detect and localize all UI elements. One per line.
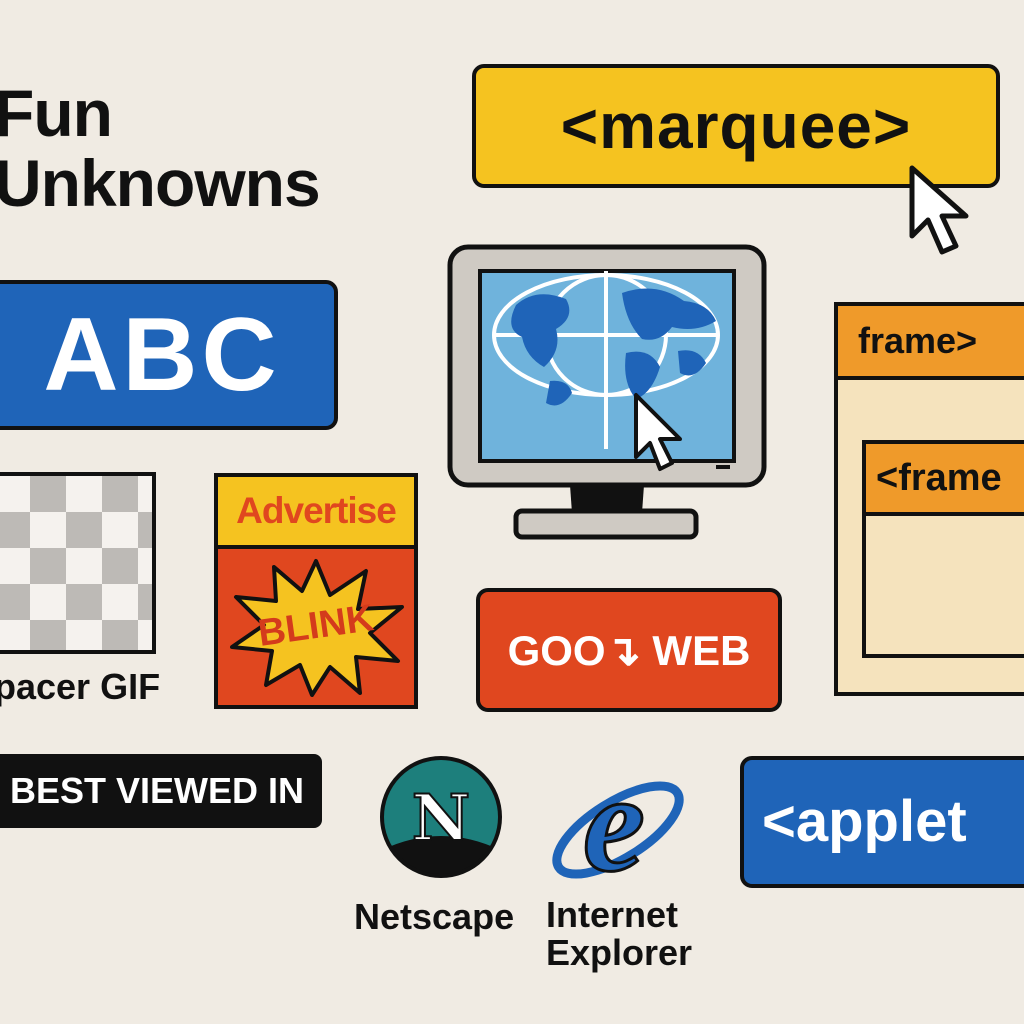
- title-line-1: Fun: [0, 76, 113, 150]
- monitor-icon: [446, 243, 768, 543]
- frameset-inner: <frame: [862, 440, 1024, 658]
- internet-explorer-logo[interactable]: e: [544, 752, 694, 902]
- best-viewed-label: BEST VIEWED IN: [9, 770, 305, 811]
- ie-label-line-1: Internet: [546, 894, 679, 935]
- advertise-banner[interactable]: Advertise BLINK: [214, 473, 418, 709]
- svg-text:N: N: [412, 781, 471, 856]
- netscape-logo[interactable]: N: [378, 754, 504, 880]
- spacer-gif-checkerboard: [0, 472, 156, 654]
- ie-label-line-2: Explorer: [546, 932, 693, 973]
- go-web-label: GOO↴ WEB: [507, 626, 751, 674]
- title-line-2: Unknowns: [0, 146, 321, 220]
- advertise-label: Advertise: [218, 477, 414, 549]
- frameset-outer: frame> <frame: [834, 302, 1024, 696]
- svg-text:e: e: [583, 752, 645, 901]
- abc-label: ABC: [43, 296, 281, 413]
- internet-explorer-label: Internet Explorer: [546, 896, 692, 972]
- marquee-label: <marquee>: [560, 90, 912, 162]
- applet-tag-button[interactable]: <applet: [740, 756, 1024, 888]
- globe-icon: [492, 271, 720, 449]
- applet-label: <applet: [762, 789, 967, 854]
- starburst-icon: [230, 559, 404, 697]
- arrow-cursor-icon: [909, 165, 969, 255]
- netscape-label: Netscape: [354, 896, 515, 937]
- go-web-button[interactable]: GOO↴ WEB: [476, 588, 782, 712]
- frame-outer-label: frame>: [838, 306, 1024, 380]
- arrow-cursor-icon: [634, 393, 682, 471]
- best-viewed-in-badge: BEST VIEWED IN: [0, 754, 322, 828]
- frame-inner-label: <frame: [866, 444, 1024, 516]
- spacer-gif-label: pacer GIF: [0, 666, 161, 707]
- abc-text-badge: ABC: [0, 280, 338, 430]
- marquee-tag-button[interactable]: <marquee>: [472, 64, 1000, 188]
- page-title: Fun Unknowns: [0, 76, 321, 220]
